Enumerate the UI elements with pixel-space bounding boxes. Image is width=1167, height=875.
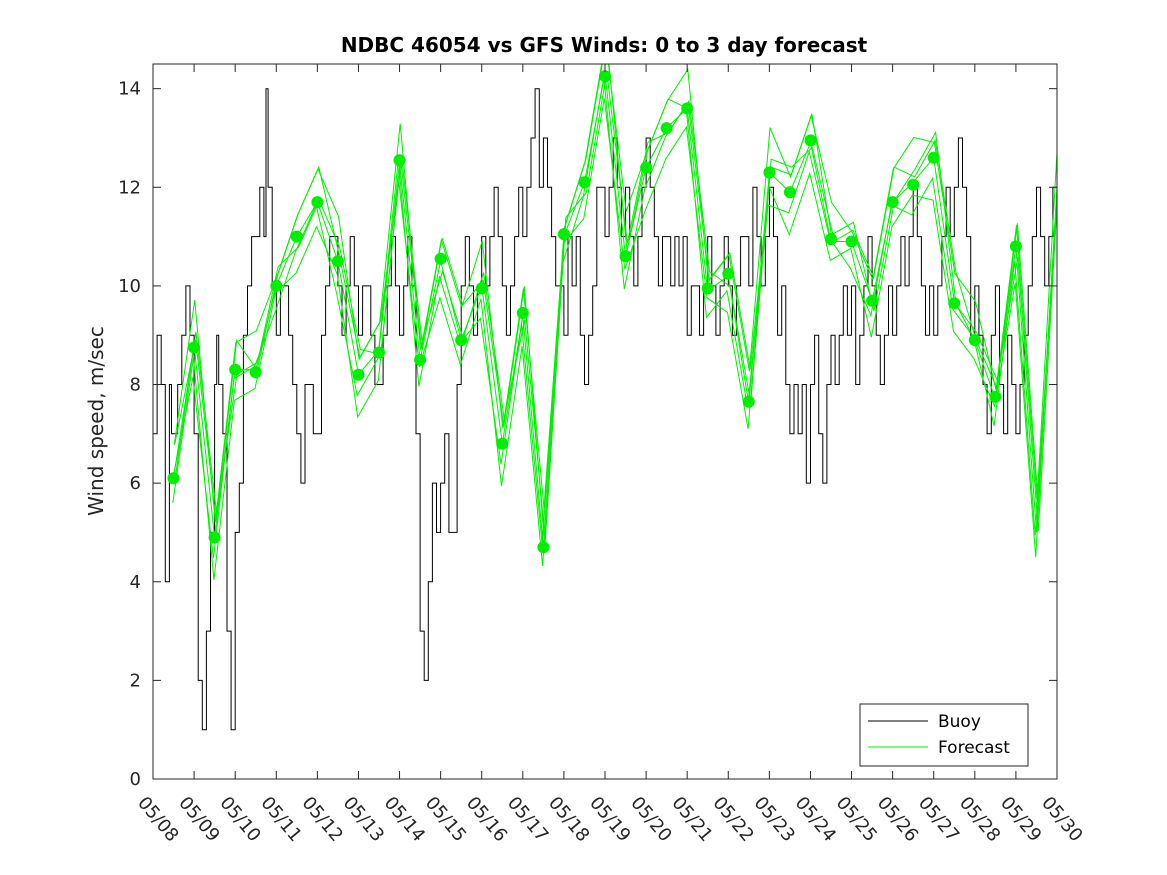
y-tick-label: 8 (130, 375, 141, 396)
y-tick-label: 10 (118, 276, 141, 297)
forecast-point (167, 472, 180, 485)
forecast-point (455, 334, 468, 347)
forecast-series-line (174, 72, 1057, 540)
legend-buoy-label: Buoy (938, 712, 981, 732)
chart-title: NDBC 46054 vs GFS Winds: 0 to 3 day fore… (341, 33, 868, 57)
series-layer (153, 64, 1057, 731)
forecast-point (660, 122, 673, 135)
forecast-point (578, 176, 591, 189)
forecast-point (907, 178, 920, 191)
forecast-series-line (173, 64, 1057, 523)
forecast-point (1009, 240, 1022, 253)
forecast-point (927, 151, 940, 164)
forecast-point (414, 353, 427, 366)
plot-area (153, 64, 1057, 731)
buoy-series-line (153, 88, 1057, 731)
forecast-point (701, 282, 714, 295)
forecast-point (640, 161, 653, 174)
forecast-point (516, 307, 529, 319)
forecast-point (270, 279, 283, 292)
y-tick-label: 14 (118, 79, 141, 100)
forecast-point (331, 255, 344, 268)
y-tick-label: 4 (130, 572, 141, 593)
forecast-point (681, 102, 694, 115)
forecast-point (763, 166, 776, 179)
y-tick-label: 6 (130, 473, 141, 494)
forecast-point (537, 541, 550, 554)
forecast-point (804, 134, 817, 147)
legend: Buoy Forecast (859, 703, 1029, 767)
legend-forecast-label: Forecast (938, 738, 1010, 758)
y-tick-label: 12 (118, 177, 141, 198)
forecast-point (249, 366, 262, 379)
forecast-point (948, 297, 961, 310)
forecast-point (886, 196, 899, 209)
forecast-point (373, 346, 385, 359)
forecast-point (989, 390, 1002, 403)
forecast-series-line (172, 98, 1057, 580)
forecast-point (825, 233, 837, 246)
forecast-point (311, 196, 324, 209)
forecast-point (434, 252, 447, 265)
forecast-point (496, 437, 509, 450)
forecast-point (557, 228, 570, 241)
forecast-point (845, 235, 858, 248)
forecast-point (290, 230, 303, 243)
y-tick-label: 2 (130, 670, 141, 691)
legend-box (859, 703, 1029, 767)
forecast-point (599, 70, 611, 83)
forecast-point (475, 282, 488, 295)
forecast-point (619, 250, 632, 263)
forecast-point (352, 368, 365, 381)
forecast-point (229, 363, 242, 376)
forecast-point (742, 395, 755, 408)
forecast-point (393, 154, 406, 167)
forecast-point (188, 341, 201, 354)
forecast-point (722, 267, 735, 280)
forecast-point (783, 186, 796, 199)
forecast-point (968, 334, 981, 347)
y-tick-label: 0 (130, 769, 141, 790)
forecast-point (208, 531, 221, 544)
y-axis-label: Wind speed, m/sec (84, 326, 108, 516)
forecast-point (866, 294, 879, 307)
